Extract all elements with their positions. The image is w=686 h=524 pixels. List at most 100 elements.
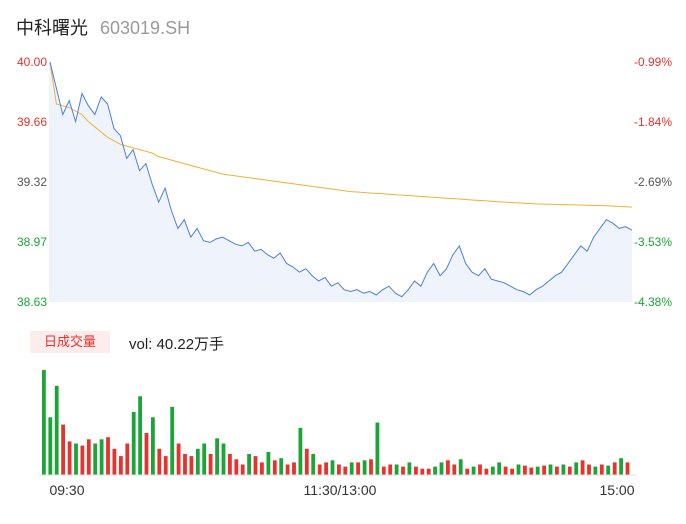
volume-bar (490, 466, 495, 475)
volume-bar (285, 464, 290, 475)
volume-bar (304, 448, 309, 476)
volume-bar (86, 439, 91, 475)
volume-tab[interactable]: 日成交量 (30, 331, 110, 353)
volume-bar (503, 466, 508, 475)
volume-bar (369, 459, 373, 476)
volume-bar (510, 468, 514, 475)
volume-bar (619, 458, 623, 475)
volume-bar (394, 464, 399, 475)
price-area (50, 62, 632, 302)
volume-bar (151, 417, 155, 476)
time-label: 09:30 (49, 482, 84, 498)
right-tick-label: -1.84% (634, 115, 672, 129)
stock-title: 中科曙光 603019.SH (16, 14, 190, 40)
volume-bar (260, 462, 264, 475)
stock-name: 中科曙光 (16, 18, 88, 38)
volume-bar (471, 466, 476, 475)
volume-bar (272, 460, 277, 475)
volume-bar (535, 466, 540, 475)
right-axis-labels: -0.99% -1.84% -2.69% -3.53% -4.38% (634, 55, 672, 309)
volume-bar (388, 464, 393, 475)
volume-bar (247, 454, 251, 475)
left-tick-label: 39.32 (17, 175, 47, 189)
volume-bar (131, 412, 136, 475)
volume-bar (74, 443, 78, 475)
volume-bar (401, 466, 405, 475)
volume-bar (138, 396, 142, 476)
volume-bar (99, 439, 104, 475)
volume-bars (40, 370, 636, 476)
left-tick-label: 39.66 (17, 115, 47, 129)
volume-bar (119, 456, 123, 475)
volume-bar (183, 454, 187, 475)
volume-bar (420, 468, 425, 475)
volume-bar (253, 456, 258, 475)
volume-bar (356, 462, 360, 475)
volume-bar (144, 433, 149, 475)
volume-bar (221, 443, 226, 475)
volume-bar (234, 459, 239, 476)
volume-bar (452, 464, 457, 475)
volume-value: vol: 40.22万手 (129, 336, 225, 353)
volume-bar (593, 466, 598, 475)
volume-bar (112, 448, 117, 476)
volume-bar (42, 370, 46, 475)
volume-bar (157, 448, 162, 476)
right-tick-label: -2.69% (634, 175, 672, 189)
volume-bar (189, 456, 194, 475)
volume-bar (195, 448, 200, 476)
left-axis-labels: 40.00 39.66 39.32 38.97 38.63 (17, 55, 47, 309)
volume-bar (497, 462, 502, 475)
left-tick-label: 40.00 (17, 55, 47, 69)
volume-bar (266, 451, 271, 475)
volume-bar (170, 406, 175, 476)
volume-bar (61, 424, 65, 475)
volume-bar (349, 462, 354, 475)
volume-bar (362, 460, 367, 475)
volume-bar (80, 445, 85, 475)
volume-bar (67, 441, 72, 475)
volume-bar (580, 460, 585, 475)
stock-code: 603019.SH (100, 18, 191, 38)
volume-bar (606, 465, 611, 475)
right-tick-label: -0.99% (634, 55, 672, 69)
volume-bar (561, 464, 566, 475)
volume-bar (311, 454, 316, 475)
volume-bar (567, 466, 572, 475)
volume-bar (208, 454, 213, 475)
volume-bar (93, 443, 98, 475)
volume-bar (529, 467, 534, 475)
volume-bar (574, 462, 579, 475)
volume-bar (176, 443, 181, 475)
volume-bar (381, 466, 386, 475)
volume-bar (106, 437, 110, 475)
volume-bar (407, 462, 412, 475)
average-price-line (49, 61, 633, 208)
volume-bar (324, 462, 328, 475)
volume-bar (478, 464, 482, 475)
volume-bar (292, 462, 296, 475)
volume-bar (298, 427, 303, 476)
volume-bar (202, 443, 207, 475)
volume-bar (625, 462, 630, 475)
volume-bar (433, 466, 437, 475)
left-tick-label: 38.63 (17, 295, 47, 309)
volume-bar (215, 438, 219, 476)
volume-bar (337, 464, 341, 475)
volume-bar (125, 443, 130, 475)
volume-bar (542, 465, 546, 475)
volume-bar (414, 466, 418, 475)
price-line (49, 61, 633, 298)
volume-bar (587, 464, 591, 475)
volume-bar (228, 454, 232, 475)
volume-bar (599, 464, 604, 475)
volume-bar (548, 464, 553, 475)
volume-bar (48, 417, 53, 476)
volume-bar (446, 460, 450, 475)
volume-bar (317, 464, 322, 475)
volume-bar (375, 422, 380, 475)
right-tick-label: -3.53% (634, 235, 672, 249)
time-label: 15:00 (599, 482, 634, 498)
volume-bar (516, 464, 521, 475)
